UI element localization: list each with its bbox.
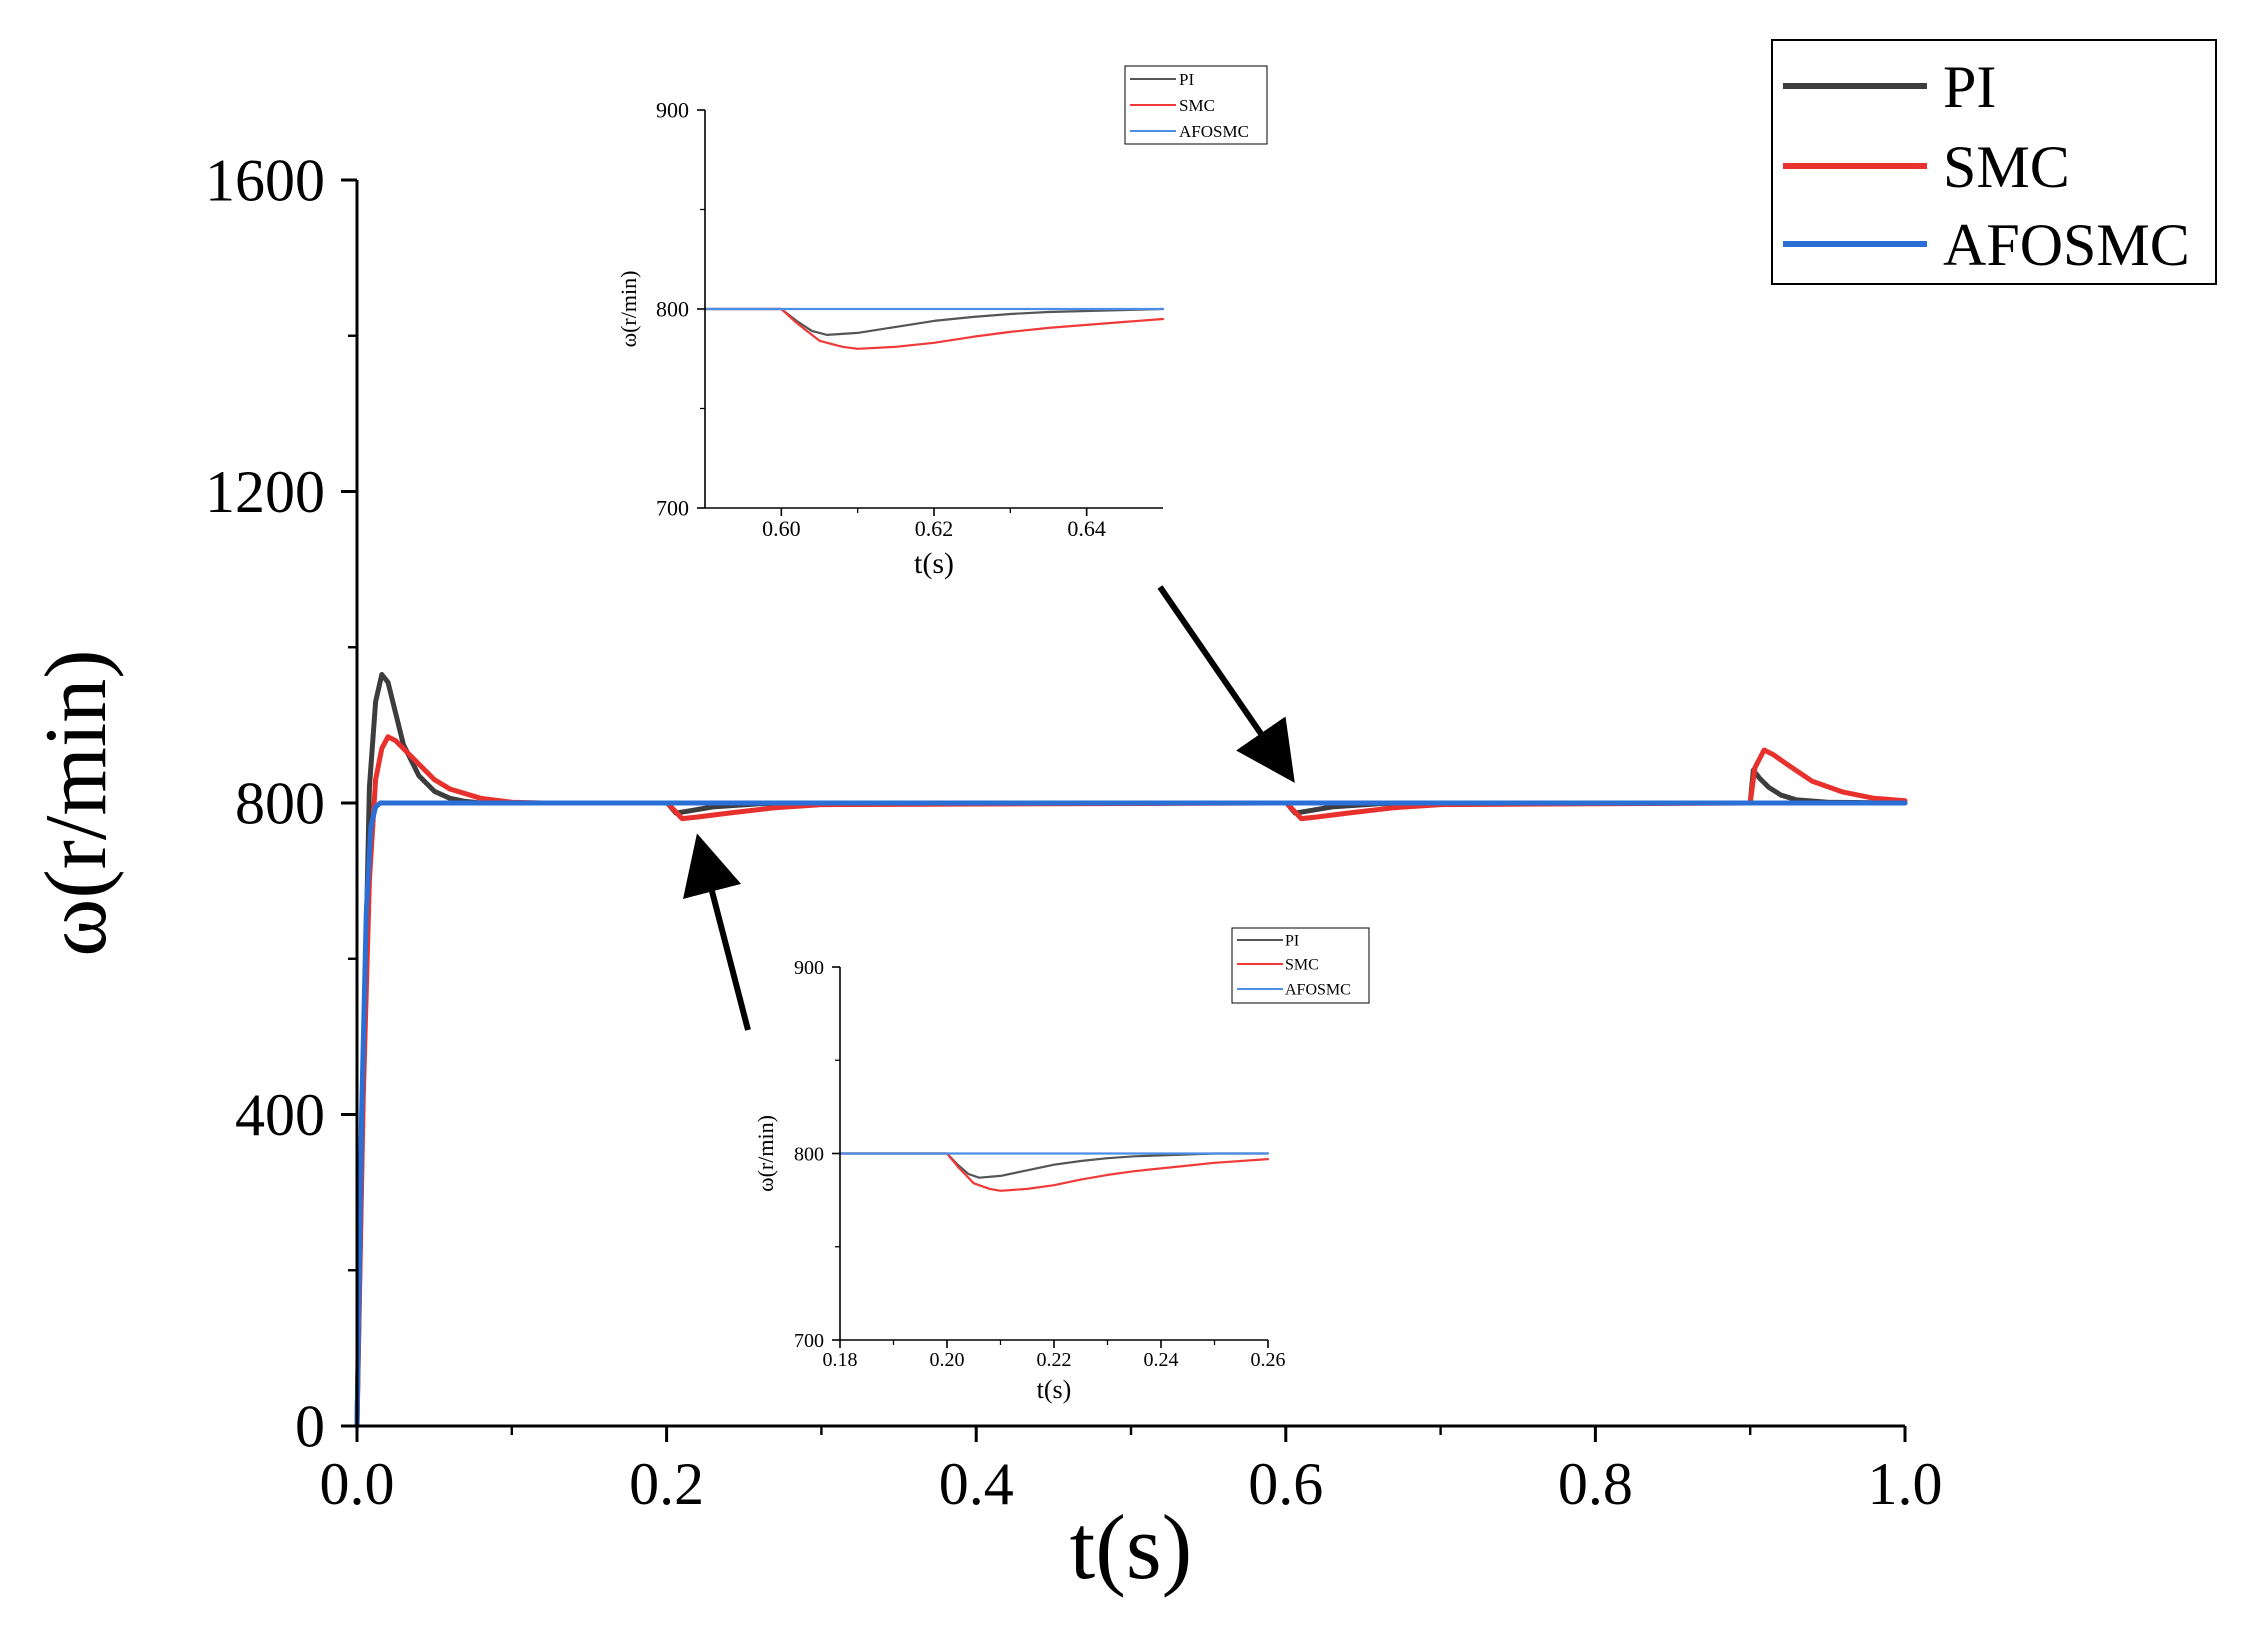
legend-inset_bottom: PI SMC AFOSMC: [1231, 927, 1370, 1004]
series-line-smc: [354, 734, 1908, 1429]
plot-main: 0.0 0.2 0.4 0.6 0.8 1.0 0 400 800 1200 1600 t(s) ω(r…: [28, 39, 2217, 1598]
y-tick-label: 700: [656, 495, 689, 520]
y-tick-label: 700: [794, 1330, 824, 1352]
y-tick-label: 900: [656, 97, 689, 122]
x-tick-label: 0.24: [1144, 1349, 1179, 1371]
zoom-arrow-0.2: [683, 833, 751, 1031]
legend-label-afosmc: AFOSMC: [1943, 212, 2190, 278]
plot-inset_top: 0.60 0.62 0.64 700 800 900 t(s) ω(r/min) PI SMC AF…: [616, 65, 1268, 580]
series-line-smc: [838, 1152, 1270, 1192]
y-tick-label: 400: [235, 1082, 325, 1148]
x-tick-label: 0.20: [930, 1349, 965, 1371]
y-tick-label: 0: [295, 1393, 325, 1459]
zoom-arrow-0.6: [1157, 585, 1295, 783]
x-tick-label: 0.62: [915, 516, 954, 541]
legend-label-smc: SMC: [1179, 96, 1215, 115]
series-line-pi: [354, 672, 1908, 1429]
x-tick-label: 0.0: [320, 1451, 395, 1517]
series-line-pi: [838, 1152, 1270, 1179]
y-tick-label: 1200: [205, 459, 325, 525]
legend-label-afosmc: AFOSMC: [1285, 982, 1351, 999]
legend-label-afosmc: AFOSMC: [1179, 122, 1249, 141]
x-tick-label: 0.60: [762, 516, 801, 541]
legend-label-pi: PI: [1285, 933, 1299, 950]
series-line-afosmc: [354, 800, 1908, 1429]
y-tick-label: 800: [794, 1143, 824, 1165]
legend-label-pi: PI: [1943, 54, 1996, 120]
series-line-pi: [703, 307, 1165, 336]
y-tick-label: 800: [656, 296, 689, 321]
y-axis-label: ω(r/min): [753, 1115, 778, 1192]
x-tick-label: 0.18: [823, 1349, 858, 1371]
legend-main: PI SMC AFOSMC: [1771, 39, 2217, 285]
x-tick-label: 0.26: [1251, 1349, 1286, 1371]
x-axis-label: t(s): [914, 547, 954, 580]
x-tick-label: 0.22: [1037, 1349, 1072, 1371]
legend-label-smc: SMC: [1285, 957, 1319, 974]
x-tick-label: 1.0: [1868, 1451, 1943, 1517]
x-tick-label: 0.8: [1558, 1451, 1633, 1517]
legend-label-smc: SMC: [1943, 134, 2070, 200]
y-tick-label: 800: [235, 770, 325, 836]
x-tick-label: 0.6: [1248, 1451, 1323, 1517]
x-tick-label: 0.64: [1067, 516, 1106, 541]
x-tick-label: 0.2: [629, 1451, 704, 1517]
series-line-smc: [703, 307, 1165, 350]
y-axis-label: ω(r/min): [616, 271, 641, 348]
legend-inset_top: PI SMC AFOSMC: [1124, 65, 1268, 145]
x-axis-label: t(s): [1037, 1375, 1072, 1404]
x-axis-label: t(s): [1070, 1496, 1193, 1598]
x-tick-label: 0.4: [939, 1451, 1014, 1517]
y-axis-label: ω(r/min): [28, 649, 125, 956]
y-tick-label: 1600: [205, 147, 325, 213]
legend-label-pi: PI: [1179, 70, 1194, 89]
plot-inset_bottom: 0.18 0.20 0.22 0.24 0.26 700 800 900 t(s) ω(r/min…: [753, 927, 1370, 1404]
y-tick-label: 900: [794, 957, 824, 979]
